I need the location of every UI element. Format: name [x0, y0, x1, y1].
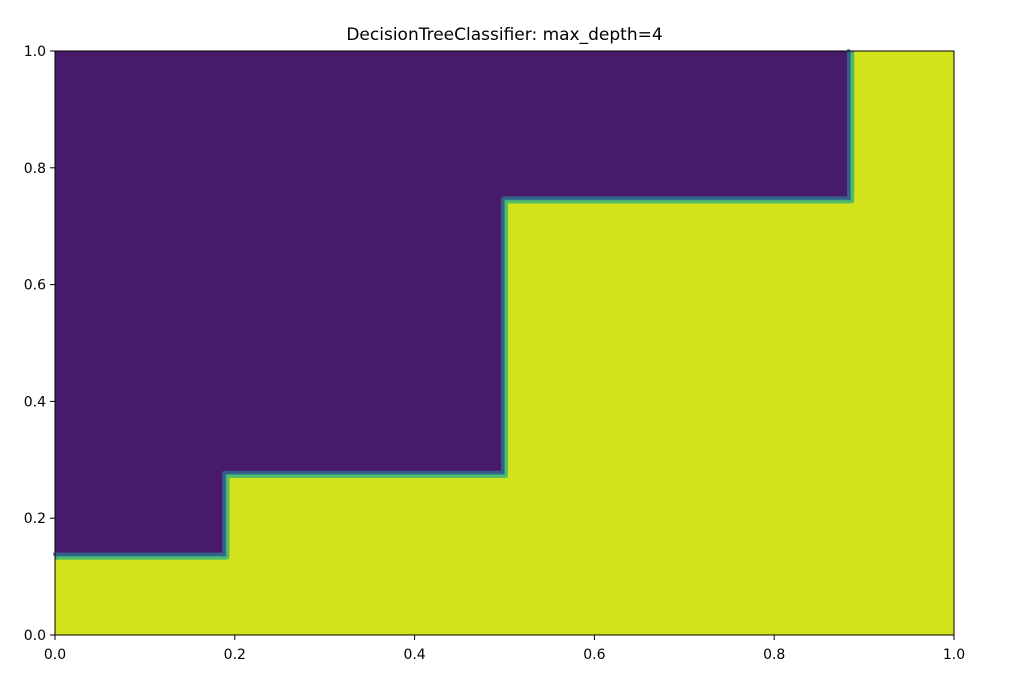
- boundary-band-teal: [55, 51, 855, 560]
- x-tick-label: 0.0: [44, 647, 66, 663]
- plot-area: [53, 49, 954, 635]
- x-tick-label: 0.4: [403, 647, 425, 663]
- x-tick-label: 1.0: [943, 647, 965, 663]
- y-tick-label: 0.8: [24, 161, 46, 177]
- x-axis: 0.0 0.2 0.4 0.6 0.8 1.0: [44, 635, 965, 663]
- y-tick-label: 0.4: [24, 394, 46, 410]
- boundary-band-green: [57, 53, 855, 560]
- x-tick-label: 0.2: [224, 647, 246, 663]
- region-class-0: [55, 51, 851, 557]
- axes-frame: [54, 50, 955, 636]
- y-tick-label: 1.0: [24, 44, 46, 60]
- y-tick-label: 0.2: [24, 511, 46, 527]
- y-axis: 0.0 0.2 0.4 0.6 0.8 1.0: [24, 44, 55, 644]
- x-tick-label: 0.8: [763, 647, 785, 663]
- x-tick-label: 0.6: [583, 647, 605, 663]
- y-tick-label: 0.0: [24, 628, 46, 644]
- y-tick-label: 0.6: [24, 278, 46, 294]
- boundary-band-blue: [53, 49, 851, 556]
- chart-title: DecisionTreeClassifier: max_depth=4: [346, 25, 662, 45]
